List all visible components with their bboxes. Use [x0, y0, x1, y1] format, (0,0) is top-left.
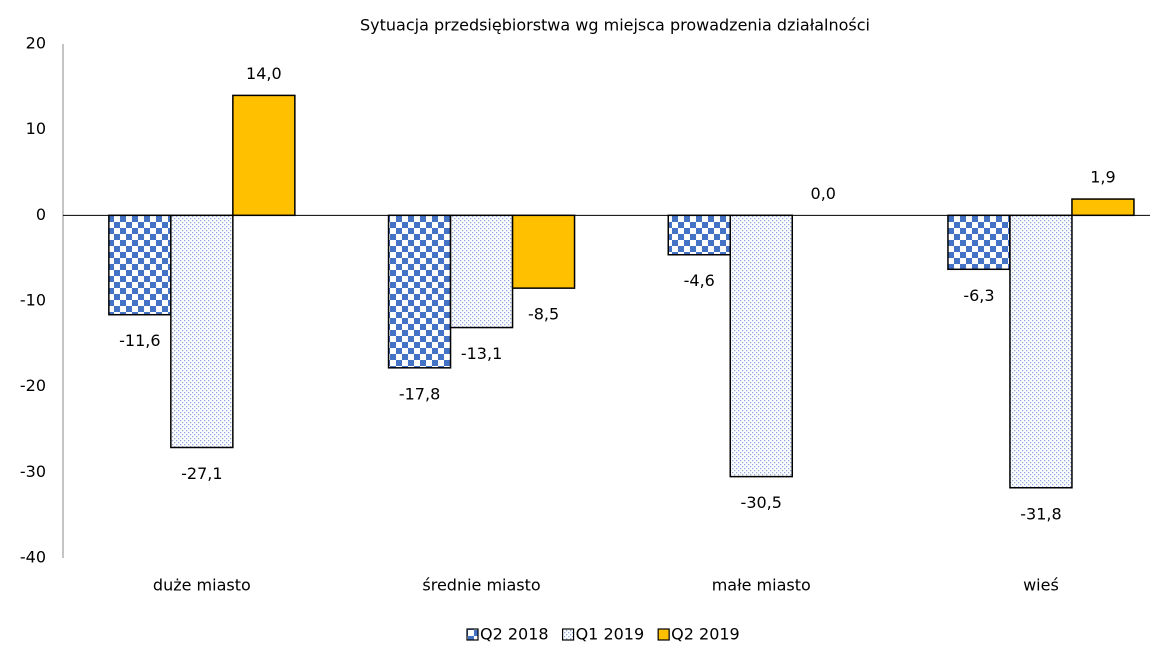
legend-swatch	[657, 628, 670, 641]
y-tick-label: 10	[26, 119, 46, 138]
legend-label: Q1 2019	[576, 625, 645, 644]
x-tick-label: wieś	[1023, 576, 1059, 595]
bar	[511, 214, 576, 289]
legend-label: Q2 2019	[671, 625, 740, 644]
bar	[947, 214, 1011, 271]
legend-label: Q2 2018	[480, 625, 549, 644]
data-label: 14,0	[246, 64, 282, 83]
data-label: 0,0	[811, 184, 836, 203]
data-label: 1,9	[1090, 168, 1115, 187]
data-label: -31,8	[1020, 504, 1061, 523]
y-tick-label: -30	[20, 462, 46, 481]
data-label: -4,6	[684, 271, 715, 290]
legend-swatch	[561, 628, 575, 641]
y-tick-label: -10	[20, 291, 46, 310]
y-tick-label: 20	[26, 34, 46, 53]
legend-swatch	[466, 628, 479, 641]
bar	[387, 214, 452, 369]
data-label: -27,1	[181, 464, 222, 483]
data-label: -6,3	[963, 286, 994, 305]
data-label: -13,1	[461, 344, 502, 363]
bar	[1009, 214, 1073, 489]
x-tick-label: średnie miasto	[422, 576, 540, 595]
bar	[232, 94, 296, 217]
bar	[1071, 198, 1135, 217]
data-label: -17,8	[399, 384, 440, 403]
y-tick-label: -40	[20, 548, 46, 567]
data-label: -11,6	[119, 331, 160, 350]
data-label: -30,5	[741, 493, 782, 512]
bar	[449, 214, 514, 329]
bar	[170, 214, 234, 449]
x-tick-label: duże miasto	[153, 576, 251, 595]
bar	[729, 214, 793, 478]
bar	[108, 214, 172, 316]
chart-title: Sytuacja przedsiębiorstwa wg miejsca pro…	[360, 16, 870, 35]
y-tick-label: 0	[36, 205, 46, 224]
y-tick-label: -20	[20, 376, 46, 395]
data-label: -8,5	[528, 305, 559, 324]
bar	[667, 214, 731, 256]
x-tick-label: małe miasto	[712, 576, 811, 595]
